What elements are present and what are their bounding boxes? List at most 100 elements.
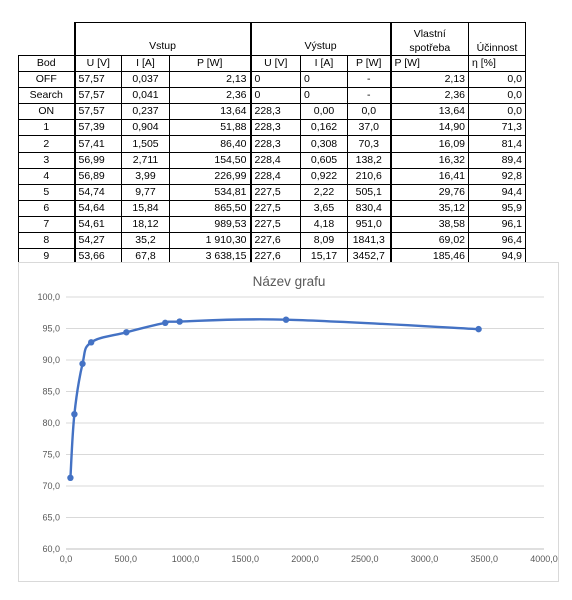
x-tick-label: 3000,0 bbox=[411, 554, 439, 564]
table-cell: - bbox=[347, 87, 391, 105]
table-cell: 8,09 bbox=[300, 232, 348, 250]
table-cell: 227,6 bbox=[249, 232, 301, 250]
data-point bbox=[79, 360, 86, 367]
data-point bbox=[162, 319, 169, 327]
table-cell: 4,18 bbox=[300, 215, 348, 234]
table-row: 6 54,64 15,84 865,50 227,5 3,65 830,4 35,12 95,9 bbox=[18, 199, 526, 217]
table-cell: 0,0 bbox=[468, 71, 526, 89]
table-cell: 0 bbox=[300, 87, 348, 105]
table-cell: 38,58 bbox=[389, 215, 469, 234]
y-tick-label: 70,0 bbox=[42, 481, 60, 491]
table-cell: 57,39 bbox=[73, 119, 122, 137]
table-cell: 8 bbox=[18, 232, 75, 250]
table-cell: 0,0 bbox=[468, 87, 526, 105]
table-cell: 54,61 bbox=[73, 215, 122, 234]
group-header-ucinnost: Účinnost bbox=[468, 22, 526, 56]
table-cell: 70,3 bbox=[347, 135, 391, 153]
chart-area: Název grafu 60,0 65,0 70,0 75,0 80,0 85,0 90,0… bbox=[18, 262, 559, 582]
table-cell: 0,041 bbox=[121, 87, 170, 105]
table-cell: 227,5 bbox=[249, 199, 301, 217]
table-cell: 2 bbox=[18, 135, 75, 153]
measurement-table: Vstup Výstup Vlastní spotřeba Účinnost B… bbox=[18, 22, 526, 266]
table-cell: 2,711 bbox=[121, 151, 170, 169]
table-cell: 4 bbox=[18, 167, 75, 185]
table-cell: 95,9 bbox=[468, 199, 526, 217]
table-cell: 51,88 bbox=[169, 119, 251, 137]
table-cell: 228,4 bbox=[249, 151, 301, 169]
table-cell: 37,0 bbox=[347, 119, 391, 137]
table-cell: 1841,3 bbox=[347, 232, 391, 250]
table-cell: 0 bbox=[249, 87, 301, 105]
table-cell: 16,41 bbox=[389, 167, 469, 185]
table-cell: 69,02 bbox=[389, 232, 469, 250]
data-point bbox=[71, 410, 78, 418]
table-cell: 54,27 bbox=[73, 232, 122, 250]
table-cell: 92,8 bbox=[468, 167, 526, 185]
table-row: 5 54,74 9,77 534,81 227,5 2,22 505,1 29,76 94,4 bbox=[18, 183, 526, 201]
y-tick-label: 90,0 bbox=[42, 355, 60, 365]
table-cell: 16,32 bbox=[389, 151, 469, 169]
table-cell: 2,13 bbox=[169, 71, 251, 89]
table-cell: 951,0 bbox=[347, 215, 391, 234]
column-header-row: Bod U [V] I [A] P [W] U [V] I [A] P [W] P [W] η … bbox=[18, 54, 526, 73]
y-axis-ticks: 60,0 65,0 70,0 75,0 80,0 85,0 90,0 95,0 100,0 bbox=[37, 292, 60, 554]
table-cell: 57,57 bbox=[73, 71, 122, 89]
table-cell: 228,4 bbox=[249, 167, 301, 185]
table-cell: 0,037 bbox=[121, 71, 170, 89]
table-cell: 3452,7 bbox=[347, 248, 391, 266]
table-row: 4 56,89 3,99 226,99 228,4 0,922 210,6 16,41 92,8 bbox=[18, 167, 526, 185]
table-cell: 35,2 bbox=[121, 232, 170, 250]
table-cell: 5 bbox=[18, 183, 75, 201]
table-row: 1 57,39 0,904 51,88 228,3 0,162 37,0 14,90 71,3 bbox=[18, 119, 526, 137]
table-row: ON 57,57 0,237 13,64 228,3 0,00 0,0 13,64 0,0 bbox=[18, 103, 526, 121]
table-cell: 56,99 bbox=[73, 151, 122, 169]
table-cell: 0 bbox=[249, 71, 301, 89]
table-cell: 29,76 bbox=[389, 183, 469, 201]
table-cell: 15,84 bbox=[121, 199, 170, 217]
x-axis-ticks: 0,0 500,0 1000,0 1500,0 2000,0 2500,0 3000,0 35… bbox=[60, 554, 558, 564]
x-tick-label: 0,0 bbox=[60, 554, 73, 564]
table-cell: 86,40 bbox=[169, 135, 251, 153]
table-cell: 6 bbox=[18, 199, 75, 217]
table-cell: 96,1 bbox=[468, 215, 526, 234]
table-cell: 154,50 bbox=[169, 151, 251, 169]
table-cell: 13,64 bbox=[169, 103, 251, 121]
table-cell: 0,922 bbox=[300, 167, 348, 185]
table-cell: 35,12 bbox=[389, 199, 469, 217]
table-row: Search 57,57 0,041 2,36 0 0-2,36 0,0 bbox=[18, 87, 526, 105]
column-header: I [A] bbox=[300, 54, 348, 73]
x-tick-label: 4000,0 bbox=[530, 554, 558, 564]
x-tick-label: 3500,0 bbox=[470, 554, 498, 564]
group-header-vystup: Výstup bbox=[249, 22, 391, 56]
table-cell: 534,81 bbox=[169, 183, 251, 201]
table-cell: 7 bbox=[18, 215, 75, 234]
group-header-vstup: Vstup bbox=[73, 22, 251, 56]
column-header: P [W] bbox=[347, 54, 391, 73]
x-tick-label: 2500,0 bbox=[351, 554, 379, 564]
y-tick-label: 95,0 bbox=[42, 324, 60, 334]
column-header: η [%] bbox=[468, 54, 526, 73]
chart-gridlines bbox=[66, 296, 544, 550]
table-cell: 57,57 bbox=[73, 103, 122, 121]
data-point bbox=[176, 318, 183, 325]
table-cell: 0,00 bbox=[300, 103, 348, 121]
table-row: 3 56,99 2,711 154,50 228,4 0,605 138,2 16,32 89,… bbox=[18, 151, 526, 169]
table-cell: 3,65 bbox=[300, 199, 348, 217]
table-row: 8 54,27 35,2 1 910,30 227,6 8,09 1841,3 69,02 96… bbox=[18, 232, 526, 250]
table-cell: 227,5 bbox=[249, 215, 301, 234]
table-cell: 94,4 bbox=[468, 183, 526, 201]
efficiency-chart: Název grafu 60,0 65,0 70,0 75,0 80,0 85,0 90,0… bbox=[37, 274, 558, 564]
table-cell: 0,162 bbox=[300, 119, 348, 137]
table-cell: 3 bbox=[18, 151, 75, 169]
x-tick-label: 1500,0 bbox=[231, 554, 259, 564]
data-point bbox=[123, 329, 130, 336]
data-point bbox=[475, 325, 482, 333]
table-cell: 228,3 bbox=[249, 103, 301, 121]
table-cell: 2,22 bbox=[300, 183, 348, 201]
table-cell: 57,41 bbox=[73, 135, 122, 153]
data-point bbox=[282, 316, 290, 323]
column-header: P [W] bbox=[389, 54, 469, 73]
table-cell: 13,64 bbox=[389, 103, 469, 121]
column-header: Bod bbox=[18, 54, 75, 73]
table-cell: 0,904 bbox=[121, 119, 170, 137]
